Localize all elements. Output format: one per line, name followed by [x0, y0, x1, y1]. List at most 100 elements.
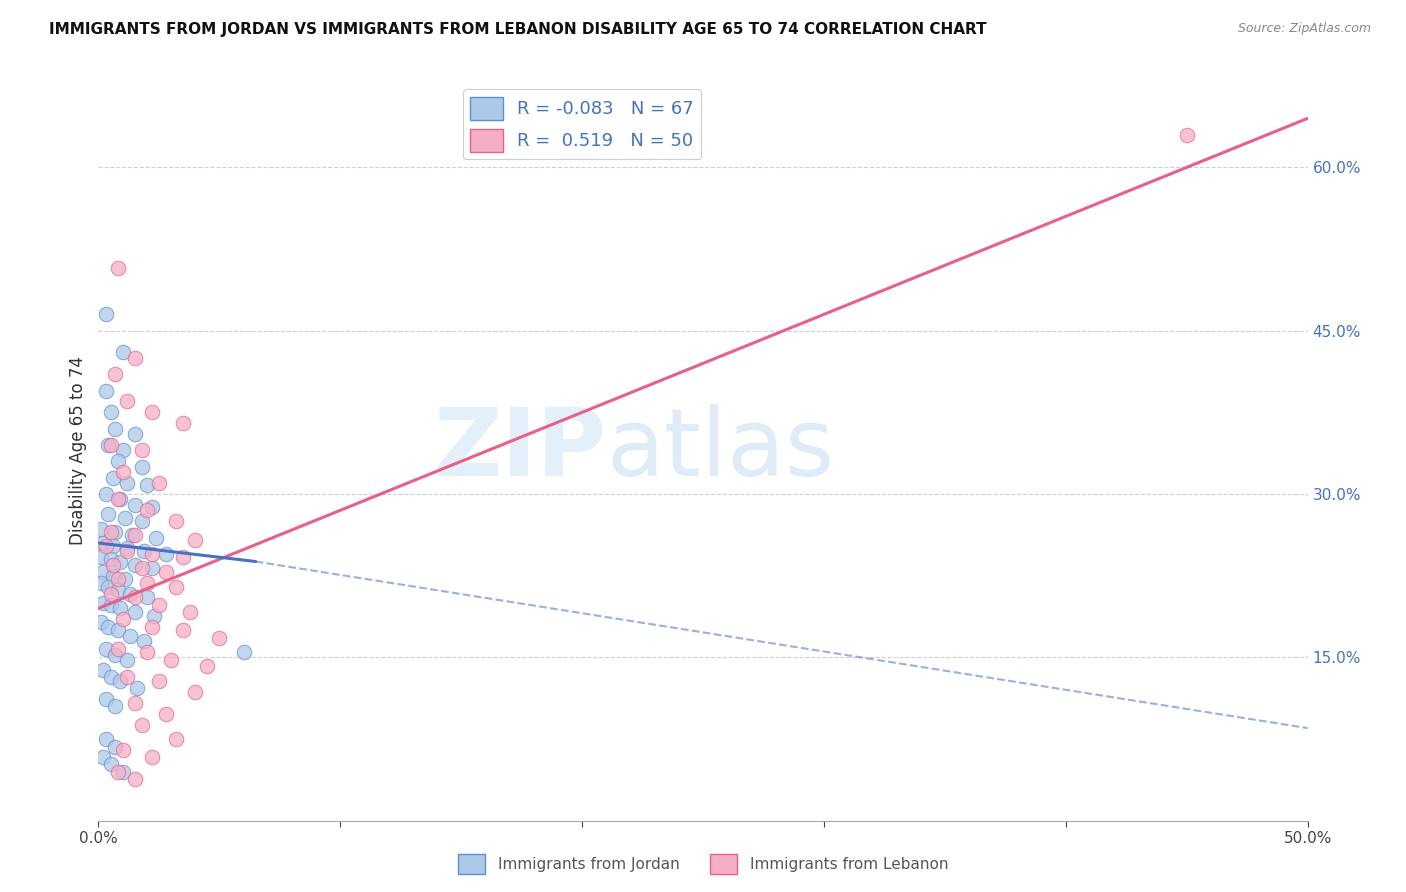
Point [124, 558, 146, 572]
Point [108, 674, 131, 689]
Point [135, 503, 157, 517]
Point [172, 550, 194, 565]
Point [94, 307, 117, 321]
Point [100, 757, 122, 772]
Point [155, 547, 177, 561]
Point [135, 576, 157, 591]
Point [91, 536, 114, 550]
Point [97, 438, 120, 452]
Point [107, 764, 129, 779]
Point [100, 670, 122, 684]
Point [127, 681, 149, 695]
Point [141, 547, 163, 561]
Point [131, 561, 153, 575]
Point [184, 685, 207, 699]
Point [107, 492, 129, 507]
Point [208, 631, 231, 645]
Point [135, 478, 157, 492]
Point [135, 591, 157, 605]
Point [124, 605, 146, 619]
Point [131, 514, 153, 528]
Point [117, 541, 139, 556]
Point [97, 620, 120, 634]
Point [124, 351, 146, 365]
Point [145, 531, 167, 545]
Point [124, 772, 146, 787]
Point [104, 739, 127, 754]
Point [91, 566, 114, 580]
Point [107, 260, 129, 275]
Point [131, 459, 153, 474]
Point [155, 706, 177, 721]
Point [91, 750, 114, 764]
Point [108, 601, 131, 615]
Point [100, 405, 122, 419]
Point [94, 487, 117, 501]
Legend: Immigrants from Jordan, Immigrants from Lebanon: Immigrants from Jordan, Immigrants from … [451, 848, 955, 880]
Point [101, 471, 124, 485]
Text: ZIP: ZIP [433, 404, 606, 497]
Point [104, 422, 127, 436]
Point [100, 438, 122, 452]
Point [94, 731, 117, 746]
Point [118, 587, 141, 601]
Point [124, 427, 146, 442]
Point [124, 498, 146, 512]
Point [134, 543, 156, 558]
Point [195, 659, 218, 673]
Point [111, 345, 134, 359]
Point [148, 476, 170, 491]
Point [111, 465, 134, 479]
Point [90, 615, 112, 630]
Point [107, 572, 129, 586]
Point [94, 539, 117, 553]
Point [97, 580, 120, 594]
Point [94, 384, 117, 398]
Point [100, 525, 122, 540]
Point [141, 750, 163, 764]
Point [117, 543, 139, 558]
Point [117, 476, 139, 491]
Point [101, 539, 124, 553]
Point [124, 528, 146, 542]
Legend: R = -0.083   N = 67, R =  0.519   N = 50: R = -0.083 N = 67, R = 0.519 N = 50 [463, 89, 702, 159]
Point [104, 368, 127, 382]
Point [165, 731, 187, 746]
Point [141, 561, 163, 575]
Point [108, 555, 131, 569]
Point [121, 528, 143, 542]
Point [114, 511, 136, 525]
Point [90, 576, 112, 591]
Point [141, 620, 163, 634]
Point [155, 566, 177, 580]
Y-axis label: Disability Age 65 to 74: Disability Age 65 to 74 [69, 356, 87, 545]
Point [90, 550, 112, 565]
Text: atlas: atlas [606, 404, 835, 497]
Point [94, 691, 117, 706]
Point [97, 507, 120, 521]
Point [90, 522, 112, 536]
Point [1175, 128, 1198, 142]
Point [111, 443, 134, 458]
Point [111, 764, 134, 779]
Point [124, 696, 146, 710]
Point [232, 645, 254, 659]
Point [165, 514, 187, 528]
Point [108, 492, 131, 507]
Point [104, 699, 127, 714]
Point [172, 416, 194, 430]
Point [118, 628, 141, 642]
Point [148, 598, 170, 612]
Point [131, 718, 153, 732]
Text: IMMIGRANTS FROM JORDAN VS IMMIGRANTS FROM LEBANON DISABILITY AGE 65 TO 74 CORREL: IMMIGRANTS FROM JORDAN VS IMMIGRANTS FRO… [49, 22, 987, 37]
Point [184, 533, 207, 547]
Point [91, 664, 114, 678]
Point [165, 580, 187, 594]
Point [107, 454, 129, 468]
Point [117, 670, 139, 684]
Point [107, 582, 129, 597]
Point [104, 525, 127, 540]
Point [94, 641, 117, 656]
Point [107, 641, 129, 656]
Point [117, 652, 139, 666]
